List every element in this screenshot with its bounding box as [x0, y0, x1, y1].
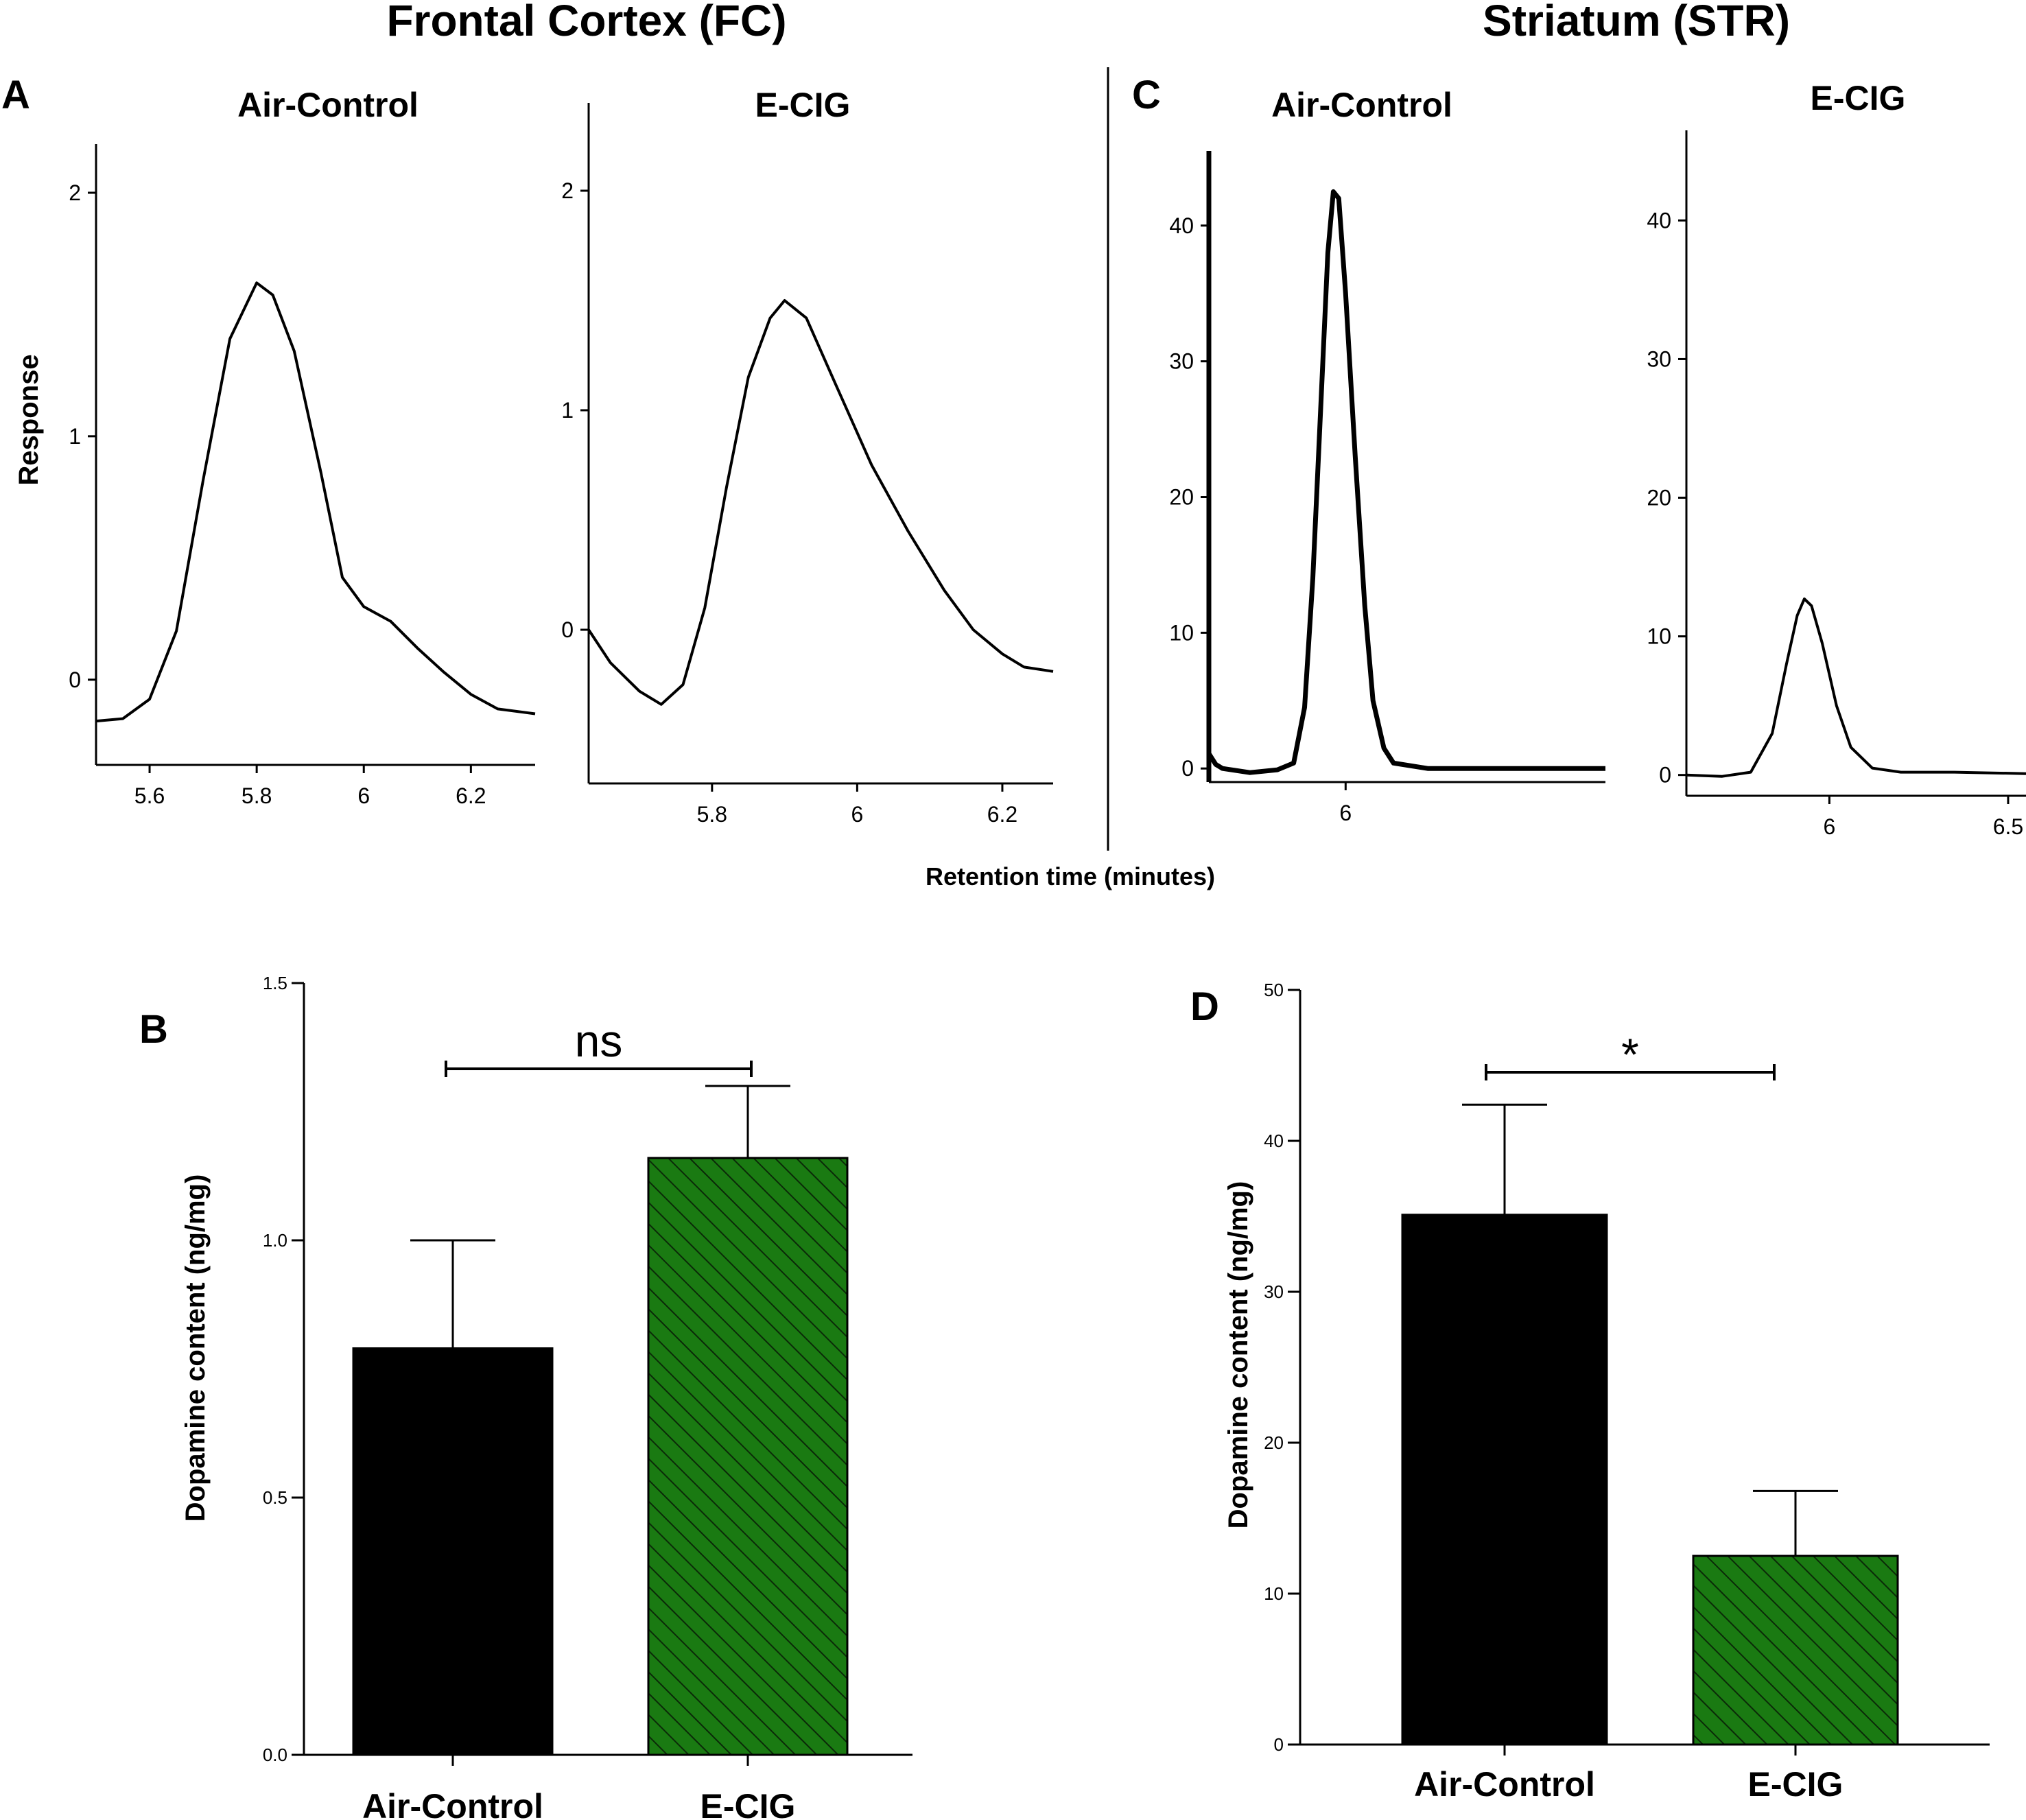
- y-tick-label: 2: [69, 180, 81, 205]
- panel-letter-c: C: [1132, 73, 1161, 117]
- y-tick-label: 1: [69, 424, 81, 449]
- chromatogram-str-air-control: Air-Control 0 10 20 30 40 6: [1169, 86, 1605, 825]
- y-tick-label: 10: [1264, 1583, 1284, 1604]
- y-tick-label: 2: [561, 178, 574, 203]
- y-tick-label: 1.0: [263, 1230, 287, 1251]
- x-tick-label: 5.8: [242, 783, 272, 808]
- category-label: Air-Control: [362, 1787, 543, 1820]
- y-tick-label: 1: [561, 398, 574, 423]
- chromatogram-fc-air-control: Air-Control Response 0 1 2 5.6 5.8 6 6.2: [14, 86, 536, 808]
- category-label: E-CIG: [1748, 1765, 1844, 1804]
- category-label: E-CIG: [700, 1787, 796, 1820]
- significance-label: *: [1621, 1029, 1639, 1080]
- y-tick-label: 20: [1264, 1432, 1284, 1453]
- y-tick-label: 0.5: [263, 1487, 287, 1508]
- bar-ecig: [647, 1157, 849, 1756]
- shared-x-axis-label: Retention time (minutes): [926, 862, 1215, 890]
- x-tick-label: 6.2: [987, 802, 1017, 827]
- y-tick-label: 50: [1264, 980, 1284, 1000]
- y-tick-label: 10: [1169, 620, 1194, 645]
- chart-title: E-CIG: [755, 86, 851, 124]
- y-tick-label: 1.5: [263, 973, 287, 993]
- y-tick-label: 0: [1274, 1734, 1284, 1755]
- y-axis-label: Dopamine content (ng/mg): [180, 1174, 211, 1522]
- chromatogram-fc-ecig: E-CIG 0 1 2 5.8 6 6.2: [561, 86, 1054, 827]
- chart-title: Air-Control: [237, 86, 419, 124]
- series-line: [1686, 598, 2026, 778]
- y-tick-label: 0: [1659, 763, 1671, 788]
- bar-chart-str-dopamine: Dopamine content (ng/mg) 0 10 20 30 40 50 Air-C…: [1223, 980, 1990, 1804]
- y-tick-label: 0: [69, 667, 81, 692]
- bar-air-control: [1401, 1214, 1608, 1746]
- y-axis-label: Response: [14, 354, 44, 485]
- series-line: [1207, 189, 1605, 775]
- x-tick-label: 6: [1824, 814, 1836, 839]
- panel-letter-d: D: [1190, 984, 1219, 1029]
- y-tick-label: 0: [1181, 756, 1194, 781]
- bar-ecig: [1692, 1555, 1899, 1746]
- y-tick-label: 20: [1647, 486, 1671, 510]
- y-tick-label: 30: [1264, 1281, 1284, 1302]
- y-tick-label: 40: [1264, 1131, 1284, 1151]
- str-section-title: Striatum (STR): [1483, 0, 1790, 45]
- x-tick-label: 5.6: [134, 783, 165, 808]
- chromatogram-str-ecig: E-CIG 0 10 20 30 40 6 6.5: [1647, 79, 2026, 839]
- y-tick-label: 20: [1169, 485, 1194, 510]
- x-tick-label: 6: [1339, 801, 1352, 825]
- y-tick-label: 10: [1647, 624, 1671, 649]
- fc-section-title: Frontal Cortex (FC): [386, 0, 786, 45]
- significance-label: ns: [575, 1015, 623, 1066]
- panel-letter-a: A: [1, 73, 30, 117]
- category-label: Air-Control: [1414, 1765, 1595, 1804]
- y-tick-label: 30: [1647, 346, 1671, 371]
- x-tick-label: 6.5: [1993, 814, 2023, 839]
- y-tick-label: 0: [561, 617, 574, 642]
- bar-air-control: [352, 1347, 554, 1756]
- panel-letter-b: B: [139, 1007, 168, 1052]
- bar-chart-fc-dopamine: Dopamine content (ng/mg) 0.0 0.5 1.0 1.5 Air-…: [180, 973, 912, 1820]
- chart-title: Air-Control: [1271, 86, 1452, 124]
- y-axis-label: Dopamine content (ng/mg): [1223, 1181, 1253, 1529]
- y-tick-label: 0.0: [263, 1745, 287, 1765]
- chart-title: E-CIG: [1811, 79, 1906, 117]
- y-tick-label: 40: [1169, 213, 1194, 238]
- x-tick-label: 5.8: [697, 802, 727, 827]
- x-tick-label: 6: [851, 802, 863, 827]
- y-tick-label: 30: [1169, 349, 1194, 374]
- y-tick-label: 40: [1647, 208, 1671, 233]
- x-tick-label: 6.2: [456, 783, 486, 808]
- series-line: [95, 281, 536, 723]
- x-tick-label: 6: [357, 783, 370, 808]
- series-line: [587, 299, 1054, 706]
